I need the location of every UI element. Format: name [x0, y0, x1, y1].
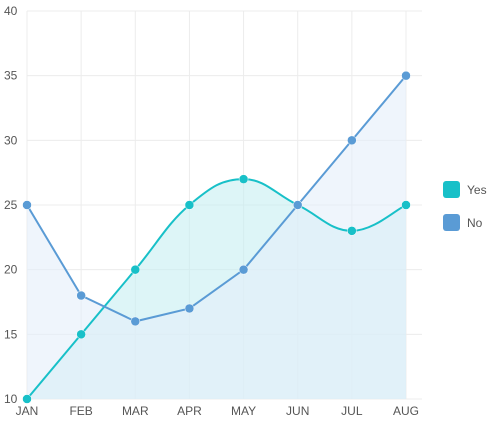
- series-area-no: [27, 75, 406, 400]
- series-line-no: [26, 75, 407, 323]
- data-point-yes-aug[interactable]: [401, 200, 411, 210]
- data-point-yes-feb[interactable]: [76, 329, 86, 340]
- series-points: [22, 70, 411, 404]
- data-point-yes-apr[interactable]: [184, 200, 195, 210]
- y-tick-label: 10: [4, 392, 18, 406]
- data-point-no-apr[interactable]: [184, 303, 195, 314]
- x-tick-label: JUL: [341, 404, 363, 418]
- x-tick-label: FEB: [69, 404, 92, 418]
- y-tick-label: 25: [4, 198, 18, 212]
- y-tick-label: 20: [4, 263, 18, 277]
- data-point-no-jun[interactable]: [292, 200, 303, 210]
- data-point-no-mar[interactable]: [130, 316, 141, 327]
- data-point-no-may[interactable]: [238, 264, 249, 275]
- y-tick-label: 30: [4, 133, 18, 147]
- data-point-yes-jul[interactable]: [347, 226, 357, 236]
- data-point-no-jul[interactable]: [347, 135, 357, 146]
- data-point-no-aug[interactable]: [401, 70, 411, 81]
- legend-label-yes: Yes: [467, 183, 487, 197]
- data-point-yes-jan[interactable]: [22, 394, 32, 404]
- axes: 10 15 20 25 30 35 40 JAN FEB MAR APR MAY JUN JUL AUG: [4, 4, 419, 418]
- data-point-yes-may[interactable]: [238, 174, 249, 184]
- legend-item-yes[interactable]: Yes: [443, 181, 487, 198]
- x-tick-label: MAR: [122, 404, 149, 418]
- legend: Yes No: [443, 181, 487, 231]
- y-tick-label: 15: [4, 327, 18, 341]
- legend-label-no: No: [467, 216, 483, 230]
- series-areas: [27, 75, 406, 400]
- legend-swatch-no: [443, 214, 460, 231]
- x-tick-label: APR: [177, 404, 202, 418]
- data-point-yes-mar[interactable]: [130, 264, 141, 275]
- y-tick-label: 35: [4, 69, 18, 83]
- legend-swatch-yes: [443, 181, 460, 198]
- legend-item-no[interactable]: No: [443, 214, 483, 231]
- data-point-no-feb[interactable]: [76, 290, 86, 301]
- x-tick-label: JUN: [286, 404, 309, 418]
- x-tick-label: JAN: [16, 404, 39, 418]
- x-tick-label: AUG: [393, 404, 419, 418]
- data-point-no-jan[interactable]: [22, 200, 32, 210]
- x-tick-label: MAY: [231, 404, 256, 418]
- y-tick-label: 40: [4, 4, 18, 18]
